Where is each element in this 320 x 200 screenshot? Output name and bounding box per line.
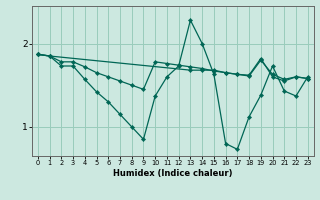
- X-axis label: Humidex (Indice chaleur): Humidex (Indice chaleur): [113, 169, 233, 178]
